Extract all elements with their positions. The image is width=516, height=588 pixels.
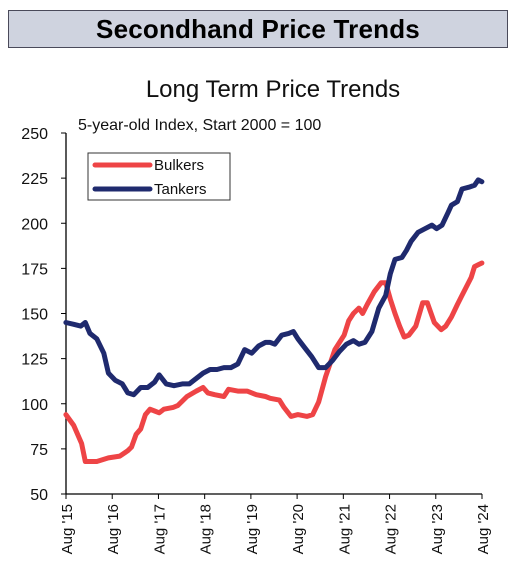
chart-title: Long Term Price Trends <box>146 76 400 103</box>
x-tick-label: Aug '20 <box>290 504 307 554</box>
x-tick-label: Aug '22 <box>383 504 400 554</box>
x-tick-label: Aug '15 <box>59 504 76 554</box>
banner: Secondhand Price Trends <box>8 10 508 48</box>
y-tick-label: 175 <box>21 261 48 278</box>
series-line-tankers <box>63 177 485 398</box>
legend-label-bulkers: Bulkers <box>154 157 204 174</box>
x-tick-label: Aug '23 <box>429 504 446 554</box>
chart-subtitle: 5-year-old Index, Start 2000 = 100 <box>78 117 321 134</box>
legend: Bulkers Tankers <box>87 152 231 201</box>
banner-title: Secondhand Price Trends <box>96 13 420 44</box>
y-tick-label: 225 <box>21 171 48 188</box>
legend-label-tankers: Tankers <box>154 181 207 198</box>
series-group <box>63 177 485 464</box>
y-tick-label: 75 <box>30 442 48 459</box>
series-line-bulkers <box>63 260 485 464</box>
y-tick-label: 150 <box>21 307 48 324</box>
x-tick-label: Aug '17 <box>151 504 168 554</box>
axes: 50 75 100 125 150 175 200 225 250 Aug '15 Aug '16 A… <box>21 126 492 554</box>
y-tick-label: 50 <box>30 487 48 504</box>
x-tick-label: Aug '21 <box>336 504 353 554</box>
x-tick-label: Aug '18 <box>198 504 215 554</box>
y-tick-label: 200 <box>21 216 48 233</box>
x-tick-label: Aug '16 <box>105 504 122 554</box>
x-tick-label: Aug '24 <box>475 504 492 554</box>
legend-box <box>87 152 231 201</box>
y-tick-label: 250 <box>21 126 48 143</box>
x-tick-label: Aug '19 <box>244 504 261 554</box>
y-tick-label: 100 <box>21 397 48 414</box>
y-tick-label: 125 <box>21 352 48 369</box>
